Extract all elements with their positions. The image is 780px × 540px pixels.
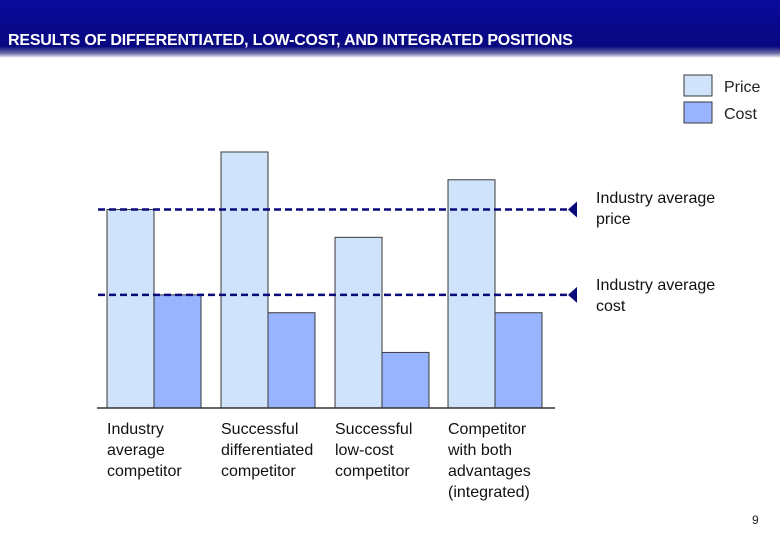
reference-arrow-1-icon [568, 286, 577, 303]
category-label-0: Industry average competitor [107, 419, 207, 482]
category-label-3: Competitor with both advantages (integra… [448, 419, 548, 503]
reference-label-cost-text: Industry average cost [596, 277, 716, 315]
category-label-1: Successful differentiated competitor [221, 419, 327, 482]
bar-price-0 [106, 209, 155, 409]
title-bar: RESULTS OF DIFFERENTIATED, LOW-COST, AND… [0, 0, 780, 58]
legend-swatch-cost [683, 101, 713, 124]
bar-cost-3 [494, 312, 543, 409]
bar-price-2 [334, 236, 383, 409]
category-label-1-text: Successful differentiated competitor [221, 421, 314, 480]
page-title: RESULTS OF DIFFERENTIATED, LOW-COST, AND… [8, 32, 573, 49]
bar-cost-2 [381, 351, 430, 409]
category-label-3-text: Competitor with both advantages (integra… [448, 421, 531, 501]
category-label-0-text: Industry average competitor [107, 421, 182, 480]
bar-price-1 [220, 151, 269, 409]
bar-cost-1 [267, 312, 316, 409]
legend-swatch-price [683, 74, 713, 97]
page-number: 9 [752, 513, 759, 527]
reference-arrow-0-icon [568, 201, 577, 218]
legend-label-price: Price [724, 79, 761, 96]
category-label-2-text: Successful low-cost competitor [335, 421, 413, 480]
legend-label-cost: Cost [724, 106, 757, 123]
category-label-2: Successful low-cost competitor [335, 419, 435, 482]
reference-label-cost: Industry average cost [596, 275, 716, 317]
reference-label-price-text: Industry average price [596, 190, 716, 228]
reference-label-price: Industry average price [596, 188, 716, 230]
bar-cost-0 [153, 294, 202, 409]
